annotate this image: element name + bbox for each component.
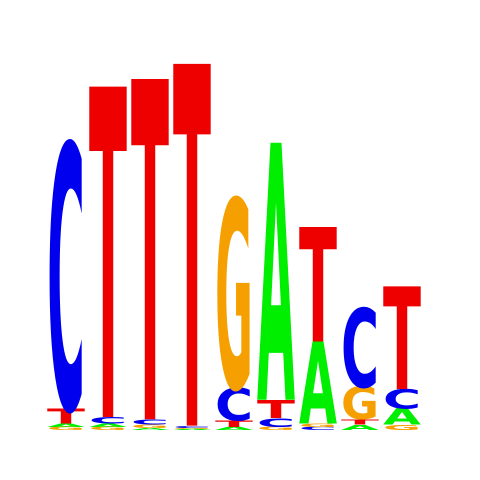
logo-letter-a: A: [89, 423, 127, 428]
logo-letter-t: T: [299, 196, 337, 379]
logo-letter-t: T: [257, 395, 296, 424]
logo-letter-c: C: [383, 384, 421, 415]
logo-letter-c: C: [215, 380, 253, 432]
logo-letter-c: C: [257, 416, 295, 430]
logo-letter-t: T: [131, 0, 169, 480]
logo-letter-g: G: [47, 426, 85, 431]
logo-letter-g: G: [299, 423, 337, 428]
logo-letter-c: C: [89, 415, 127, 425]
logo-letter-t: T: [47, 404, 85, 428]
logo-letter-g: G: [173, 428, 211, 430]
logo-letter-a: A: [215, 426, 253, 431]
logo-letter-a: A: [299, 320, 337, 451]
logo-letter-c: C: [47, 72, 85, 480]
logo-letter-g: G: [257, 426, 295, 431]
logo-letter-g: G: [215, 147, 253, 449]
logo-letter-a: A: [47, 423, 85, 428]
logo-letter-g: G: [89, 426, 127, 431]
logo-letter-t: T: [173, 0, 211, 480]
logo-letter-a: A: [173, 429, 211, 431]
logo-letter-g: G: [383, 423, 421, 432]
logo-letter-c: C: [299, 426, 337, 431]
logo-letter-c: C: [131, 418, 169, 427]
logo-letter-a: A: [383, 404, 422, 430]
logo-letter-t: T: [215, 419, 253, 429]
logo-letter-t: T: [383, 260, 421, 423]
logo-letter-c: C: [173, 425, 211, 428]
logo-letter-g: G: [341, 378, 379, 430]
logo-letter-a: A: [341, 423, 379, 432]
logo-letter-t: T: [89, 0, 127, 480]
logo-letter-t: T: [341, 418, 379, 427]
logo-letter-a: A: [131, 427, 169, 430]
logo-letter-a: A: [257, 73, 295, 480]
logo-letter-c: C: [341, 286, 379, 412]
logo-letter-g: G: [131, 424, 169, 429]
